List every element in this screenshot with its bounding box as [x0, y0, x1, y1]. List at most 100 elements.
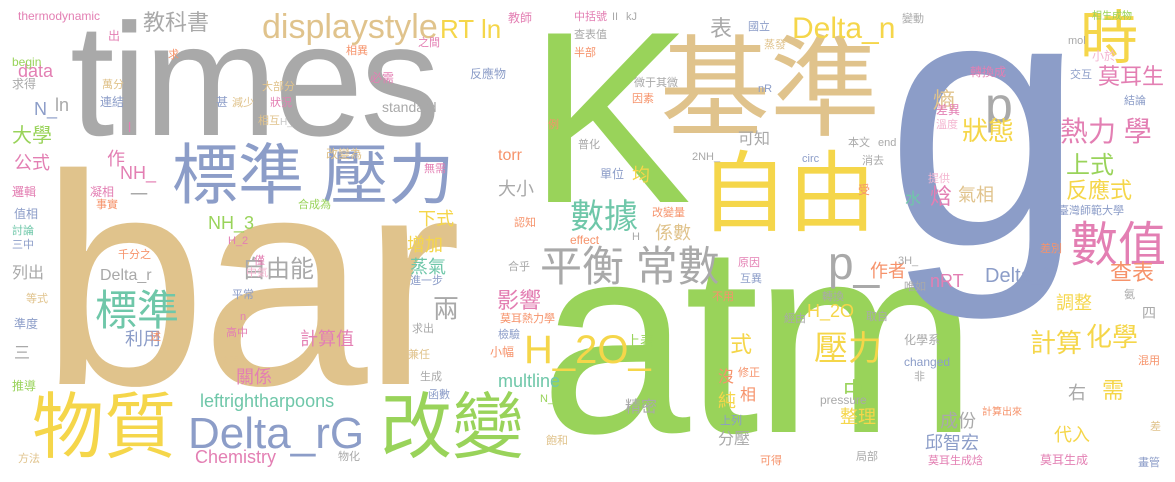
word-atm: atm	[540, 189, 978, 482]
word-g: g	[885, 0, 1086, 321]
word-chayi: 差異	[936, 103, 961, 117]
word-zhong: 中	[843, 378, 866, 403]
word-zhijian: 之間	[418, 37, 440, 49]
word-han: 焓	[930, 184, 953, 209]
word-fanyingshi: 反應式	[1066, 178, 1133, 203]
word-hanshu: 函數	[428, 389, 450, 401]
word-nrt: nRT	[930, 271, 964, 291]
word-dengshi: 等式	[26, 293, 48, 305]
word-cha: 差	[1150, 421, 1161, 433]
word-yali: 壓力	[814, 330, 882, 368]
word-qiuchu: 求出	[412, 323, 434, 335]
word-n-underscore: N_	[34, 99, 58, 119]
word-luoji: 邏輯	[12, 185, 37, 199]
word-wanfen: 萬分	[102, 79, 124, 91]
word-zhengqi: 蒸氣	[410, 257, 446, 277]
word-effect: effect	[570, 233, 600, 247]
word-zhengli: 整理	[840, 407, 876, 427]
word-chabie: 差別	[1040, 243, 1062, 255]
word-qianfenzhi: 千分之	[118, 249, 151, 261]
word-hehu: 合乎	[508, 261, 530, 273]
word-pressure: pressure	[820, 393, 867, 407]
word-gaozhong: 高中	[226, 327, 248, 339]
word-wuzhi: 物質	[32, 388, 177, 468]
word-jiaohu: 交互	[1070, 69, 1092, 81]
word-moerrelixue: 莫耳熱力學	[500, 313, 555, 325]
word-dabufen: 大部分	[262, 81, 295, 93]
word-gongshi: 公式	[14, 153, 50, 173]
word-buyong: 不用	[712, 291, 734, 303]
word-multline: multline	[498, 371, 561, 391]
word-fenya: 分壓	[718, 431, 751, 448]
word-changed: changed	[904, 355, 951, 369]
word-zuo: 作	[107, 149, 125, 169]
word-lianjie: 連結	[100, 95, 125, 109]
word-fangfa: 方法	[18, 453, 40, 465]
word-K: K	[528, 0, 692, 254]
word-shuju: 數據	[570, 198, 638, 236]
word-p-underscore: p_	[828, 237, 880, 289]
word-quzi: 取自	[866, 311, 888, 323]
word-zhuangkuang: 狀況	[270, 97, 292, 109]
word-jingyou: 經由	[784, 313, 806, 325]
word-h2o: H_2O	[807, 301, 855, 321]
word-shengcheng: 生成	[420, 371, 442, 383]
word-chu: 出	[108, 29, 121, 43]
word-bar: bar	[40, 112, 462, 448]
word-nh3: NH_3	[208, 213, 255, 233]
word-yi: 一	[130, 185, 148, 205]
word-yingxiang: 影響	[497, 288, 542, 313]
word-hechengwei: 合成為	[298, 199, 331, 211]
word-puhua: 普化	[578, 139, 600, 151]
word-2nh: 2NH_	[692, 151, 721, 163]
word-jianyan: 檢驗	[498, 329, 520, 341]
word-kede: 可得	[760, 455, 782, 467]
word-mol: mol	[1068, 35, 1086, 47]
word-chun: 純	[718, 391, 736, 411]
word-jianren: 兼任	[408, 349, 430, 361]
word-ln: ln	[55, 95, 70, 115]
word-xiang: 相	[740, 387, 757, 404]
word-zhuangtai: 狀態	[962, 116, 1015, 146]
word-h: H	[632, 231, 640, 243]
word-biandong: 變動	[902, 13, 924, 25]
word-xishu: 係數	[655, 223, 691, 243]
word-shang: 熵	[933, 88, 956, 113]
word-leftrightharpoons: leftrightharpoons	[200, 391, 335, 411]
word-guanxi: 關係	[236, 367, 272, 387]
word-ziyouneng: 自由能	[242, 256, 314, 283]
word-jiaokeshu: 教科書	[143, 10, 210, 35]
word-standard: standard	[382, 99, 437, 115]
word-xu: 需	[1102, 378, 1125, 403]
word-zhixiang: 值相	[14, 207, 39, 221]
word-mei: 沒	[718, 369, 735, 386]
word-yuanyin: 原因	[738, 257, 760, 269]
word-delta-f: Delta_f	[985, 265, 1049, 287]
word-renzhi: 認知	[514, 217, 536, 229]
word-3h: 3H_	[898, 255, 919, 267]
word-pingchang: 平常	[232, 289, 254, 301]
word-wendu: 溫度	[936, 119, 958, 131]
word-you: 右	[1068, 383, 1086, 403]
word-xiangshengchengwu: 相生成物	[1092, 11, 1132, 22]
word-san: 三	[14, 345, 31, 362]
word-huaguan: 畫管	[1138, 457, 1160, 469]
word-huaxue: 化學	[1086, 322, 1139, 352]
word-fanyingwu: 反應物	[470, 67, 507, 81]
word-l: l	[128, 119, 132, 135]
word-jisuanzhi: 計算值	[300, 329, 354, 349]
word-an: 氨	[1124, 289, 1135, 301]
word-jinyibu: 進一步	[410, 275, 443, 287]
word-delta-r: Delta_r	[100, 267, 152, 284]
word-li: 例	[548, 119, 559, 131]
word-times: times	[70, 0, 440, 169]
word-xiaofu: 小幅	[490, 345, 515, 359]
word-nh-underscore: NH_	[120, 163, 157, 183]
word-liechu: 列出	[12, 265, 45, 282]
word-sanzhong: 三中	[12, 239, 34, 251]
word-xiashi: 下式	[418, 209, 454, 229]
word-jisuanchulai: 計算出來	[982, 407, 1022, 418]
word-nr: nR	[758, 83, 773, 95]
word-xiaoyu: 小於	[1092, 49, 1117, 63]
